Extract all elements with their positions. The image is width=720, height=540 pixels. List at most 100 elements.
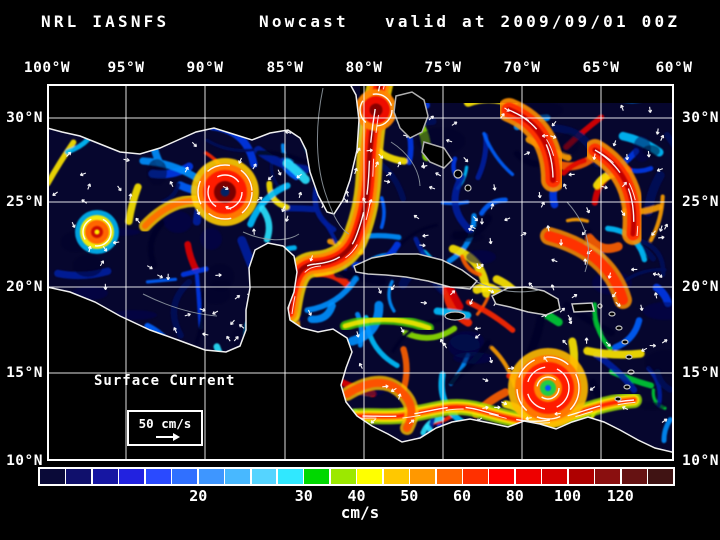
bathymetry-contour	[390, 141, 421, 187]
title-valid-time: valid at 2009/09/01 00Z	[385, 12, 681, 31]
current-streak	[391, 318, 443, 353]
vector-arrow-icon	[435, 172, 442, 177]
land-central-south-america	[46, 242, 675, 462]
current-streak	[184, 241, 200, 274]
current-streak	[482, 131, 515, 177]
lat-label: 10°N	[6, 453, 43, 469]
vector-arrow-icon	[658, 235, 665, 240]
colorbar-cell	[92, 469, 118, 484]
eddy-streamline	[359, 93, 393, 127]
eddy	[508, 348, 588, 428]
jet-streamline	[291, 81, 386, 315]
colorbar-cell	[119, 469, 145, 484]
vector-arrow-icon	[649, 343, 657, 348]
colorbar-cell	[489, 469, 515, 484]
vector-arrow-icon	[504, 217, 511, 222]
colorbar-units-label: cm/s	[340, 503, 380, 522]
vector-arrow-icon	[184, 312, 191, 317]
vector-arrow-icon	[377, 287, 382, 294]
lat-label: 25°N	[6, 194, 43, 210]
vector-arrow-icon	[612, 291, 617, 298]
colorbar-tick: 80	[505, 487, 524, 505]
current-streak	[612, 317, 643, 351]
vector-arrow-icon	[583, 258, 588, 265]
vector-arrow-icon	[584, 337, 589, 344]
vector-arrow-icon	[490, 203, 495, 210]
bay-of-campeche-eddy	[94, 229, 100, 235]
vector-arrow-icon	[554, 411, 561, 416]
vector-arrow-icon	[358, 362, 363, 369]
colorbar-cell	[621, 469, 647, 484]
vector-arrow-icon	[474, 326, 481, 331]
vector-arrow-icon	[238, 157, 243, 164]
map-area	[17, 67, 698, 503]
lat-label: 10°N	[682, 453, 719, 469]
vector-arrow-icon	[551, 258, 558, 263]
eddy-streamline	[197, 164, 253, 220]
vector-arrow-icon	[541, 133, 549, 138]
colorbar-cell	[198, 469, 224, 484]
lon-label: 85°W	[266, 60, 304, 76]
vector-arrow-icon	[507, 366, 515, 371]
islet	[615, 325, 623, 331]
vector-arrow-icon	[504, 107, 510, 112]
current-streak	[479, 197, 508, 216]
islet	[453, 169, 463, 179]
vector-arrow-icon	[563, 183, 567, 190]
vector-arrow-icon	[408, 419, 415, 425]
vector-arrow-icon	[428, 185, 436, 190]
calm-patch	[448, 334, 480, 358]
vector-arrow-icon	[659, 225, 663, 232]
current-streak	[269, 160, 280, 188]
vector-arrow-icon	[212, 310, 219, 315]
colorbar-cell	[66, 469, 92, 484]
current-streak	[379, 196, 386, 230]
current-streak	[145, 277, 178, 284]
land-bahama-bank-1	[393, 91, 429, 139]
land-bahama-bank-2	[421, 141, 453, 169]
vector-arrow-icon	[592, 153, 597, 160]
current-streak	[333, 269, 387, 286]
current-streak	[465, 299, 516, 333]
vector-arrow-icon	[52, 191, 58, 197]
vector-arrow-icon	[476, 263, 480, 270]
current-streak	[125, 183, 142, 226]
current-streak	[661, 417, 673, 444]
eddy-streamline	[207, 174, 243, 210]
colorbar	[38, 467, 675, 486]
vector-arrow-icon	[479, 218, 484, 225]
vector-arrow-icon	[355, 331, 360, 338]
colorbar-cell	[568, 469, 594, 484]
vector-arrow-icon	[267, 175, 274, 181]
vector-arrow-icon	[468, 227, 475, 232]
colorbar-tick: 100	[553, 487, 582, 505]
land-cuba	[353, 253, 479, 290]
vector-arrow-icon	[184, 166, 189, 173]
lon-label: 70°W	[503, 60, 541, 76]
vector-arrow-icon	[568, 172, 575, 177]
vector-arrow-icon	[489, 356, 494, 364]
current-band	[340, 376, 419, 435]
colorbar-cell	[251, 469, 277, 484]
lat-label: 25°N	[682, 194, 719, 210]
vector-arrow-icon	[117, 185, 122, 192]
current-streak	[259, 205, 273, 243]
current-streak	[139, 157, 202, 183]
colorbar-cell	[304, 469, 330, 484]
calm-patch	[206, 264, 234, 290]
calm-patch	[73, 255, 103, 277]
current-streak	[312, 185, 337, 233]
jet-streamline	[287, 79, 382, 313]
vector-arrow-icon	[307, 309, 312, 316]
lon-label: 95°W	[107, 60, 145, 76]
current-streak	[194, 291, 206, 346]
caribbean-ring	[545, 385, 551, 391]
vector-arrow-icon	[135, 217, 141, 224]
eddy	[355, 89, 397, 131]
islet	[623, 384, 631, 390]
current-streak	[652, 283, 672, 307]
lat-label: 20°N	[682, 279, 719, 295]
vector-arrow-icon	[621, 406, 629, 411]
cayman-streak	[342, 317, 432, 331]
